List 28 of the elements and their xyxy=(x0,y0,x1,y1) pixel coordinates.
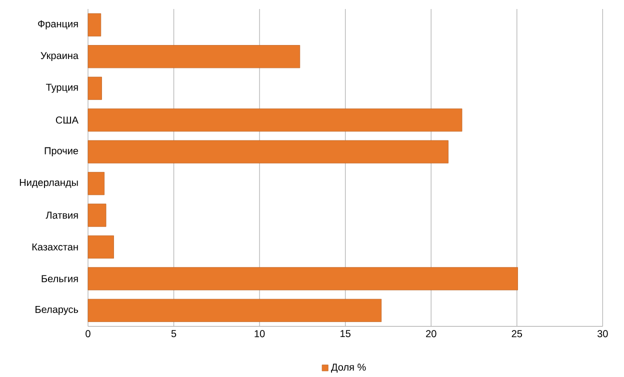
x-tick-label: 5 xyxy=(171,330,176,338)
bar xyxy=(88,76,102,100)
y-tick-label: Латвия xyxy=(46,212,78,219)
y-tick-label: Франция xyxy=(38,20,78,30)
x-tick-label: 10 xyxy=(254,330,265,338)
y-tick-label: Турция xyxy=(46,84,78,93)
bar xyxy=(88,235,114,259)
bar xyxy=(88,204,106,227)
x-tick-label: 30 xyxy=(597,330,608,338)
y-tick-label: США xyxy=(56,116,78,124)
y-tick-label: Украина xyxy=(40,52,79,62)
y-tick-label: Нидерланды xyxy=(20,179,78,188)
y-tick-label: Казахстан xyxy=(32,244,78,250)
x-tick-label: 20 xyxy=(426,330,436,338)
bar xyxy=(88,45,300,68)
y-tick-label: Беларусь xyxy=(36,306,78,315)
x-tick-label: 25 xyxy=(512,330,522,338)
bar xyxy=(88,267,518,290)
legend-label: Доля % xyxy=(331,364,366,373)
bar xyxy=(88,140,448,164)
y-tick-label: Прочие xyxy=(44,147,78,156)
bar xyxy=(88,13,102,36)
bar xyxy=(88,172,105,196)
bar xyxy=(88,108,462,132)
x-tick-label: 0 xyxy=(86,330,90,338)
y-tick-label: Бельгия xyxy=(42,275,78,282)
bar xyxy=(88,298,382,322)
x-tick-label: 15 xyxy=(340,330,350,338)
